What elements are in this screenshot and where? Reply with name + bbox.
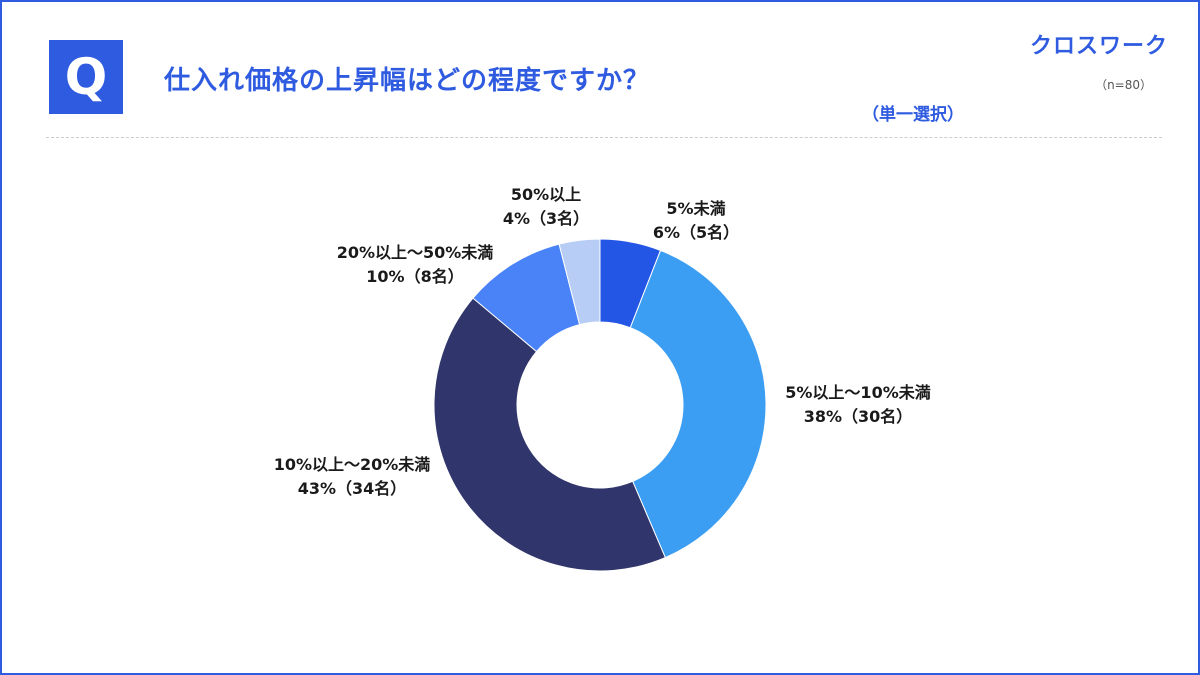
slice-value-label: 6%（5名）: [653, 223, 739, 242]
slice-3: [433, 297, 666, 572]
sample-size: （n=80）: [1095, 78, 1152, 92]
selection-type: （単一選択）: [862, 105, 964, 125]
slice-category-label: 5%以上～10%未満: [785, 383, 930, 402]
slice-value-label: 43%（34名）: [298, 479, 407, 498]
header-divider: [46, 137, 1162, 138]
slice-value-label: 4%（3名）: [503, 209, 589, 228]
question-title: 仕入れ価格の上昇幅はどの程度ですか？: [164, 66, 651, 96]
slice-value-label: 10%（8名）: [366, 267, 463, 286]
slice-2: [629, 249, 767, 559]
slice-category-label: 10%以上～20%未満: [274, 455, 431, 474]
question-badge: Q: [49, 40, 123, 114]
brand-logo: クロスワーク: [1029, 34, 1168, 59]
slice-category-label: 20%以上～50%未満: [337, 243, 494, 262]
slice-category-label: 5%未満: [666, 199, 725, 218]
slice-category-label: 50%以上: [511, 185, 581, 204]
slice-5: [558, 238, 601, 326]
slice-value-label: 38%（30名）: [804, 407, 913, 426]
